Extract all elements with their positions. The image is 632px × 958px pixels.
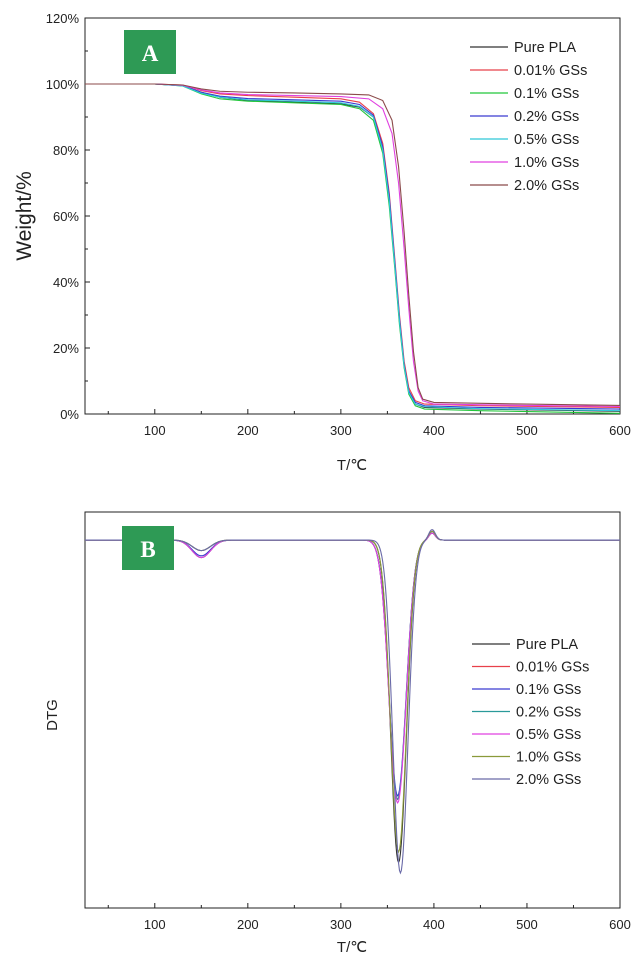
panel-a-x-ticks: 100 200 300 400 500 600 — [107, 409, 631, 438]
legend-label: 0.5% GSs — [514, 132, 579, 148]
panel-a-badge: A — [124, 30, 176, 74]
y-tick-label: 120% — [46, 11, 80, 26]
series-line-1-0-gss — [85, 83, 621, 407]
legend-label: 1.0% GSs — [514, 155, 579, 171]
series-line-0-5-gss — [85, 83, 621, 412]
x-tick-label: 300 — [330, 423, 352, 438]
series-line-2-0-gss — [85, 83, 621, 406]
x-tick-label: 300 — [330, 917, 352, 932]
panel-b-x-ticks: 100 200 300 400 500 600 — [107, 903, 631, 932]
x-tick-label: 200 — [237, 423, 259, 438]
panel-a-y-ticks: 0% 20% 40% 60% 80% 100% 120% — [46, 11, 90, 422]
legend-label: 1.0% GSs — [516, 750, 581, 766]
legend-label: 0.1% GSs — [514, 86, 579, 102]
y-tick-label: 80% — [53, 143, 79, 158]
legend-label: 0.2% GSs — [516, 705, 581, 721]
panel-b-label: B — [140, 537, 155, 562]
panel-a-y-axis-label: Weight/% — [13, 171, 36, 261]
y-tick-label: 100% — [46, 77, 80, 92]
panel-b-x-axis-label: T/℃ — [337, 939, 367, 956]
panel-b-plot-frame — [84, 511, 621, 909]
x-tick-label: 400 — [423, 917, 445, 932]
x-tick-label: 600 — [609, 423, 631, 438]
y-tick-label: 0% — [60, 407, 79, 422]
panel-b-legend: Pure PLA 0.01% GSs 0.1% GSs 0.2% GSs 0.5% GS… — [472, 637, 589, 788]
panel-a: 0% 20% 40% 60% 80% 100% 120% 100 200 300 400 500 60… — [13, 11, 631, 474]
x-tick-label: 600 — [609, 917, 631, 932]
panel-b-y-axis-label: DTG — [44, 699, 61, 731]
series-line-0-01-gss — [85, 83, 621, 408]
y-tick-label: 60% — [53, 209, 79, 224]
panel-a-legend: Pure PLA 0.01% GSs 0.1% GSs 0.2% GSs 0.5% GS… — [470, 40, 587, 194]
panel-a-x-axis-label: T/℃ — [337, 457, 367, 474]
series-line-0-1-gss — [85, 83, 621, 414]
panel-a-series — [85, 83, 621, 414]
legend-label: 0.1% GSs — [516, 682, 581, 698]
panel-a-plot-frame — [84, 17, 621, 415]
legend-label: 2.0% GSs — [516, 772, 581, 788]
x-tick-label: 200 — [237, 917, 259, 932]
x-tick-label: 400 — [423, 423, 445, 438]
y-tick-label: 40% — [53, 275, 79, 290]
legend-label: Pure PLA — [514, 40, 576, 56]
legend-label: 2.0% GSs — [514, 178, 579, 194]
panel-b-series — [85, 528, 620, 875]
y-tick-label: 20% — [53, 341, 79, 356]
panel-b: 100 200 300 400 500 600 B Pure PLA 0.01% GSs 0.… — [44, 511, 631, 956]
x-tick-label: 500 — [516, 423, 538, 438]
series-line-2-0-gss — [85, 528, 620, 875]
x-tick-label: 100 — [144, 423, 166, 438]
series-line-0-2-gss — [85, 83, 621, 410]
legend-label: 0.01% GSs — [514, 63, 587, 79]
legend-label: 0.5% GSs — [516, 727, 581, 743]
panel-a-label: A — [142, 41, 159, 66]
panel-b-badge: B — [122, 526, 174, 570]
x-tick-label: 100 — [144, 917, 166, 932]
legend-label: 0.2% GSs — [514, 109, 579, 125]
legend-label: 0.01% GSs — [516, 660, 589, 676]
x-tick-label: 500 — [516, 917, 538, 932]
legend-label: Pure PLA — [516, 637, 578, 653]
